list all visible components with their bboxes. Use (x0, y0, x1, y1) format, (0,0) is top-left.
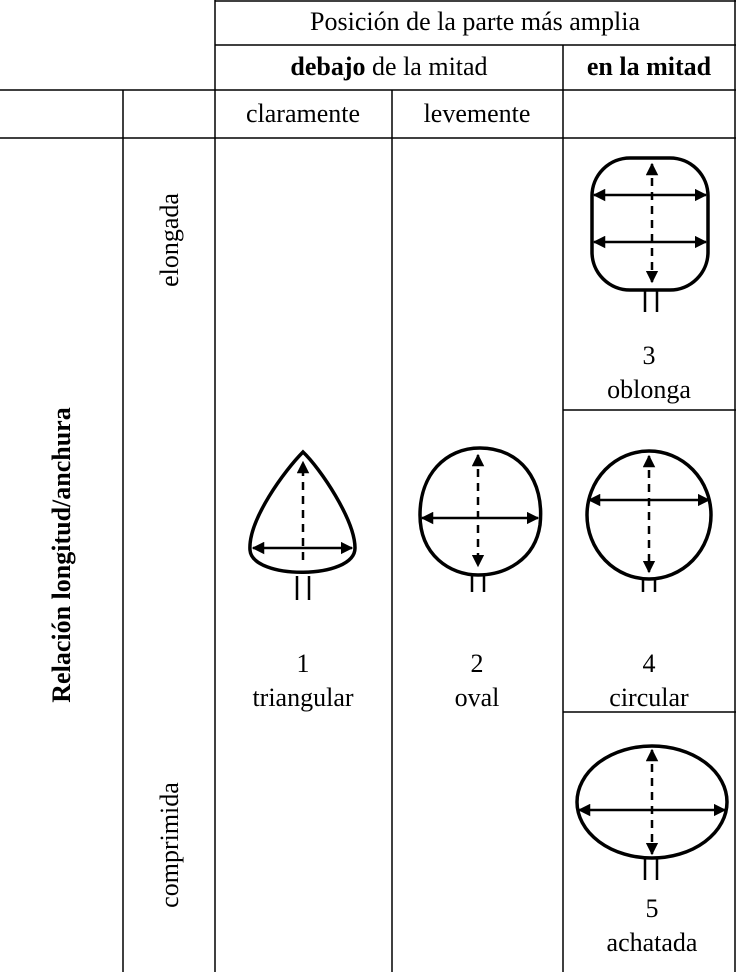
shape-number: 2 (471, 649, 484, 678)
row-sublabel: elongada (155, 193, 184, 287)
shape-drawings (248, 156, 729, 880)
shape-label: oblonga (607, 375, 691, 404)
shape-label: triangular (252, 683, 353, 712)
header-title: Posición de la parte más amplia (310, 7, 640, 36)
sub-header: claramente (246, 99, 360, 128)
shape-number: 3 (643, 341, 656, 370)
row-label: Relación longitud/anchura (47, 407, 76, 702)
shape-label: achatada (607, 928, 698, 957)
row-sublabel: comprimida (155, 782, 184, 908)
header-below: debajo de la mitad (290, 52, 487, 81)
shape-label: oval (455, 683, 500, 712)
shape-number: 5 (646, 894, 659, 923)
header-middle: en la mitad (587, 52, 712, 81)
sub-header: levemente (424, 99, 531, 128)
shape-number: 1 (297, 649, 310, 678)
header-below-bold: debajo (290, 52, 365, 81)
header-below-rest: de la mitad (372, 52, 488, 81)
shape-number: 4 (643, 649, 656, 678)
shape-label: circular (609, 683, 689, 712)
